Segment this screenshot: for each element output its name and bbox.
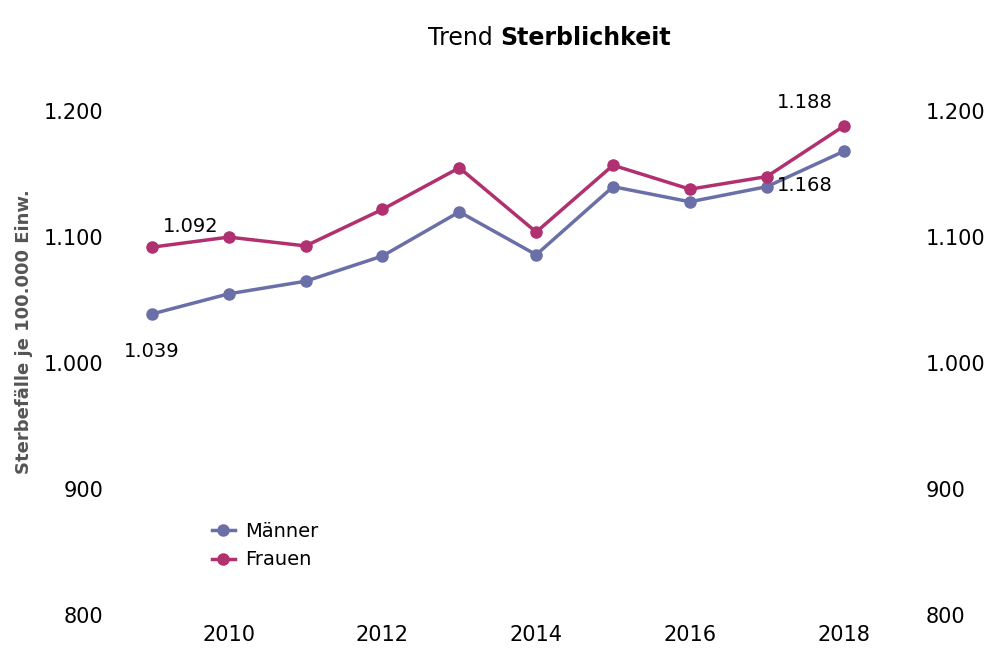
Frauen	[838, 122, 850, 130]
Frauen	[453, 164, 465, 172]
Y-axis label: Sterbefälle je 100.000 Einw.: Sterbefälle je 100.000 Einw.	[15, 189, 33, 474]
Text: Trend: Trend	[428, 26, 500, 50]
Frauen	[376, 205, 388, 213]
Legend: Männer, Frauen: Männer, Frauen	[204, 514, 326, 578]
Frauen	[223, 233, 235, 241]
Frauen	[530, 228, 542, 236]
Frauen	[300, 242, 312, 250]
Männer	[376, 252, 388, 260]
Text: 1.168: 1.168	[777, 176, 833, 195]
Männer	[761, 183, 773, 191]
Männer	[838, 147, 850, 155]
Text: 1.188: 1.188	[777, 93, 833, 112]
Männer	[300, 277, 312, 285]
Frauen	[761, 173, 773, 181]
Text: 1.039: 1.039	[124, 342, 180, 361]
Männer	[684, 198, 696, 206]
Männer	[530, 251, 542, 259]
Frauen	[684, 185, 696, 193]
Männer	[146, 310, 158, 318]
Text: 1.092: 1.092	[163, 217, 219, 236]
Line: Männer: Männer	[146, 146, 849, 319]
Männer	[607, 183, 619, 191]
Frauen	[607, 161, 619, 169]
Text: Sterblichkeit: Sterblichkeit	[500, 26, 671, 50]
Männer	[223, 290, 235, 298]
Männer	[453, 208, 465, 216]
Frauen	[146, 244, 158, 251]
Line: Frauen: Frauen	[146, 121, 849, 253]
